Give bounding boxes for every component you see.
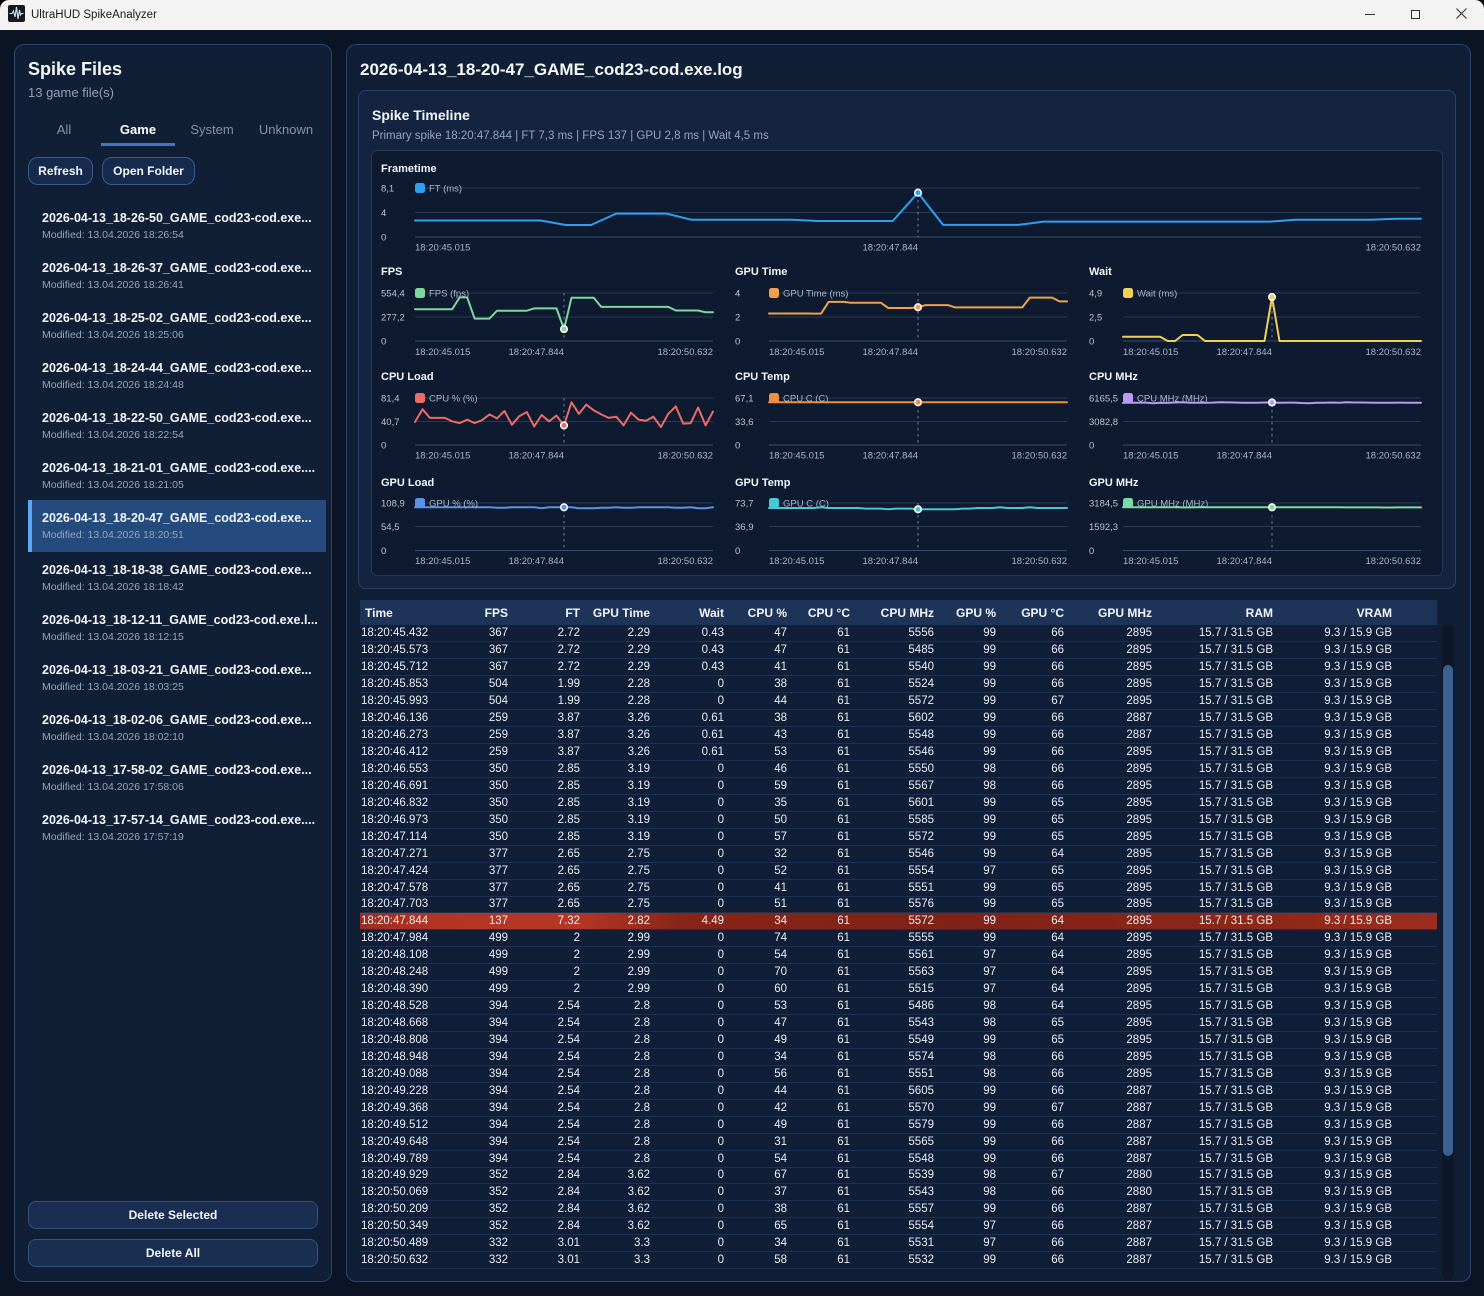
svg-text:18:20:50.632: 18:20:50.632 [1012, 347, 1067, 358]
svg-text:18:20:50.632: 18:20:50.632 [1366, 451, 1421, 462]
svg-text:18:20:45.015: 18:20:45.015 [415, 347, 470, 358]
svg-text:CPU C (C): CPU C (C) [783, 394, 828, 405]
svg-text:Wait: Wait [1089, 266, 1112, 278]
svg-text:FPS (fps): FPS (fps) [429, 289, 469, 300]
svg-text:GPU MHz (MHz): GPU MHz (MHz) [1137, 499, 1208, 510]
svg-text:67,1: 67,1 [735, 394, 754, 405]
svg-text:18:20:45.015: 18:20:45.015 [415, 451, 470, 462]
svg-text:8,1: 8,1 [381, 184, 394, 195]
svg-text:Frametime: Frametime [381, 163, 437, 175]
svg-text:CPU Temp: CPU Temp [735, 371, 790, 383]
svg-text:4,9: 4,9 [1089, 289, 1102, 300]
svg-text:18:20:47.844: 18:20:47.844 [509, 451, 564, 462]
svg-text:18:20:47.844: 18:20:47.844 [863, 451, 918, 462]
svg-text:CPU MHz: CPU MHz [1089, 371, 1138, 383]
svg-text:3184,5: 3184,5 [1089, 499, 1118, 510]
svg-text:40,7: 40,7 [381, 417, 400, 428]
svg-text:0: 0 [1089, 546, 1094, 557]
svg-text:GPU Temp: GPU Temp [735, 477, 791, 489]
svg-text:18:20:47.844: 18:20:47.844 [863, 347, 918, 358]
svg-text:CPU % (%): CPU % (%) [429, 394, 478, 405]
svg-text:18:20:50.632: 18:20:50.632 [1366, 556, 1421, 567]
svg-text:18:20:47.844: 18:20:47.844 [509, 556, 564, 567]
svg-text:Wait (ms): Wait (ms) [1137, 289, 1177, 300]
svg-text:GPU Load: GPU Load [381, 477, 434, 489]
svg-text:18:20:47.844: 18:20:47.844 [863, 243, 918, 254]
svg-text:18:20:47.844: 18:20:47.844 [509, 347, 564, 358]
svg-text:18:20:47.844: 18:20:47.844 [1217, 556, 1272, 567]
svg-text:3082,8: 3082,8 [1089, 417, 1118, 428]
svg-text:18:20:45.015: 18:20:45.015 [1123, 347, 1178, 358]
svg-text:277,2: 277,2 [381, 313, 405, 324]
svg-text:18:20:50.632: 18:20:50.632 [1012, 451, 1067, 462]
svg-text:18:20:45.015: 18:20:45.015 [769, 556, 824, 567]
svg-text:108,9: 108,9 [381, 499, 405, 510]
svg-text:1592,3: 1592,3 [1089, 522, 1118, 533]
svg-text:0: 0 [735, 337, 740, 348]
svg-text:18:20:45.015: 18:20:45.015 [415, 556, 470, 567]
svg-text:0: 0 [381, 546, 386, 557]
svg-text:18:20:47.844: 18:20:47.844 [863, 556, 918, 567]
svg-text:18:20:50.632: 18:20:50.632 [1012, 556, 1067, 567]
svg-text:GPU Time: GPU Time [735, 266, 787, 278]
svg-text:0: 0 [1089, 337, 1094, 348]
svg-text:GPU Time (ms): GPU Time (ms) [783, 289, 848, 300]
svg-text:GPU C (C): GPU C (C) [783, 499, 829, 510]
svg-text:0: 0 [735, 441, 740, 452]
svg-text:33,6: 33,6 [735, 417, 754, 428]
svg-text:18:20:45.015: 18:20:45.015 [1123, 451, 1178, 462]
svg-text:18:20:45.015: 18:20:45.015 [769, 451, 824, 462]
svg-text:36,9: 36,9 [735, 522, 754, 533]
svg-text:FPS: FPS [381, 266, 402, 278]
svg-text:CPU Load: CPU Load [381, 371, 434, 383]
svg-text:6165,5: 6165,5 [1089, 394, 1118, 405]
svg-text:4: 4 [381, 208, 386, 219]
svg-text:GPU MHz: GPU MHz [1089, 477, 1139, 489]
svg-text:81,4: 81,4 [381, 394, 400, 405]
svg-text:2,5: 2,5 [1089, 313, 1102, 324]
svg-text:18:20:47.844: 18:20:47.844 [1217, 451, 1272, 462]
svg-text:18:20:45.015: 18:20:45.015 [1123, 556, 1178, 567]
svg-text:4: 4 [735, 289, 740, 300]
svg-text:73,7: 73,7 [735, 499, 754, 510]
svg-text:0: 0 [735, 546, 740, 557]
svg-text:54,5: 54,5 [381, 522, 400, 533]
svg-text:2: 2 [735, 313, 740, 324]
svg-text:554,4: 554,4 [381, 289, 405, 300]
svg-text:FT (ms): FT (ms) [429, 184, 462, 195]
svg-text:CPU MHz (MHz): CPU MHz (MHz) [1137, 394, 1208, 405]
svg-text:0: 0 [381, 337, 386, 348]
svg-text:18:20:45.015: 18:20:45.015 [415, 243, 470, 254]
svg-text:0: 0 [381, 441, 386, 452]
svg-text:0: 0 [1089, 441, 1094, 452]
svg-text:18:20:50.632: 18:20:50.632 [1366, 347, 1421, 358]
svg-text:18:20:50.632: 18:20:50.632 [1366, 243, 1421, 254]
svg-text:18:20:50.632: 18:20:50.632 [658, 556, 713, 567]
svg-text:18:20:45.015: 18:20:45.015 [769, 347, 824, 358]
svg-text:0: 0 [381, 233, 386, 244]
svg-text:18:20:47.844: 18:20:47.844 [1217, 347, 1272, 358]
svg-text:18:20:50.632: 18:20:50.632 [658, 347, 713, 358]
svg-text:18:20:50.632: 18:20:50.632 [658, 451, 713, 462]
svg-text:GPU % (%): GPU % (%) [429, 499, 478, 510]
